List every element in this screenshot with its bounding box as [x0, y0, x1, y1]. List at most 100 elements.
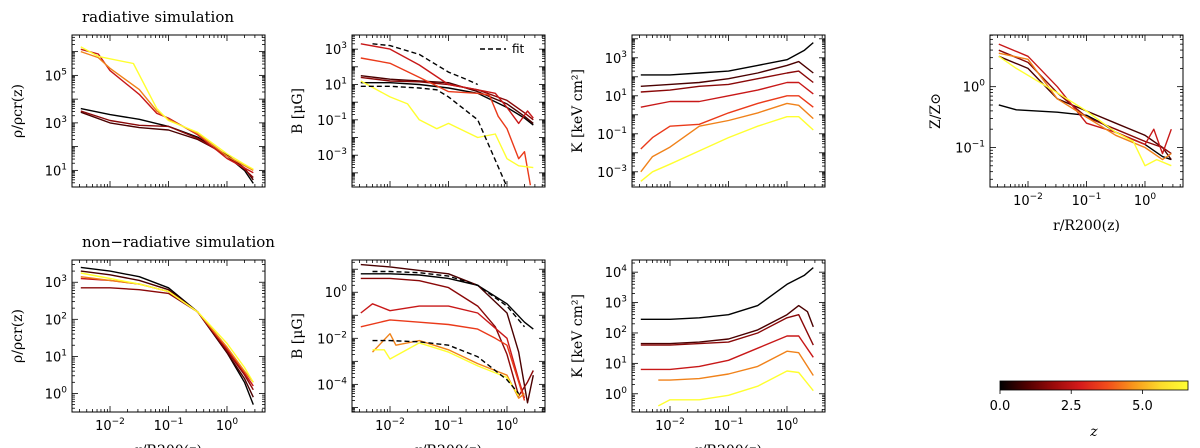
x-tick-label: 10−2 [1013, 192, 1043, 209]
series-group [360, 43, 534, 187]
series-line-1 [640, 60, 814, 87]
y-tick-label: 104 [605, 264, 628, 281]
fit-line-0 [372, 270, 526, 328]
series-line-4 [640, 95, 814, 150]
series-line-5 [998, 55, 1172, 167]
series-line-5 [80, 272, 254, 383]
y-tick-label: 103 [605, 50, 627, 67]
series-line-6 [640, 115, 814, 182]
series-line-0 [360, 81, 534, 126]
series-line-2 [998, 49, 1172, 155]
series-line-4 [80, 50, 254, 172]
fit-line-1 [360, 85, 508, 187]
y-axis-label: B [μG] [290, 88, 306, 134]
axes-frame [71, 259, 266, 413]
y-axis-label: B [μG] [290, 313, 306, 359]
x-tick-label: 100 [496, 417, 519, 434]
panel-nonrad-entropy: 10−2 10−1 100 100 101 102 103 104 K [keV cm²] r/R… [570, 259, 826, 448]
y-tick-label: 10−1 [597, 126, 627, 143]
series-line-3 [360, 303, 526, 399]
series-line-2 [640, 70, 814, 93]
colorbar-tick-label: 0.0 [990, 399, 1011, 414]
y-tick-label: 101 [605, 88, 627, 105]
panel-nonrad-bfield: 10−2 10−1 100 10−4 10−2 100 B [μG] r/R200(z) [290, 259, 546, 448]
x-tick-label: 10−1 [434, 417, 464, 434]
legend-fit-label: fit [512, 42, 525, 56]
y-tick-label: 102 [605, 325, 627, 342]
y-tick-label: 10−4 [317, 376, 347, 393]
y-tick-label: 100 [605, 386, 628, 403]
series-line-5 [80, 46, 254, 170]
y-axis-label: K [keV cm²] [570, 294, 586, 378]
series-line-1 [80, 270, 254, 398]
series-line-3 [640, 81, 814, 108]
colorbar-tick-label: 5.0 [1132, 399, 1153, 414]
fit-line-0 [372, 43, 478, 86]
y-tick-label: 101 [45, 348, 67, 365]
series-line-3 [640, 335, 814, 371]
series-line-3 [360, 43, 534, 125]
x-tick-label: 10−2 [655, 417, 685, 434]
series-line-2 [640, 314, 814, 346]
series-line-5 [657, 370, 814, 407]
y-tick-label: 100 [45, 385, 68, 402]
y-tick-label: 103 [45, 115, 67, 132]
panel-nonrad-density: 10−2 10−1 100 100 101 102 103 ρ/ρcr(z) r/R200(z) [10, 259, 266, 448]
y-axis-label: ρ/ρcr(z) [10, 309, 26, 363]
y-tick-label: 10−3 [317, 147, 347, 164]
y-axis-label: K [keV cm²] [570, 69, 586, 153]
y-tick-label: 101 [325, 76, 347, 93]
series-line-0 [640, 267, 814, 320]
y-tick-label: 10−1 [317, 112, 347, 129]
x-tick-label: 10−1 [154, 417, 184, 434]
panel-rad-bfield: 10−3 10−1 101 103 B [μG] fit [290, 34, 546, 188]
y-tick-label: 100 [963, 79, 986, 96]
series-line-4 [360, 57, 532, 186]
series-line-0 [80, 266, 254, 405]
series-group [360, 263, 534, 404]
y-tick-label: 100 [325, 284, 348, 301]
series-line-5 [360, 80, 534, 169]
colorbar-gradient [999, 380, 1189, 391]
x-tick-label: 10−1 [714, 417, 744, 434]
x-tick-label: 100 [1134, 192, 1157, 209]
x-tick-label: 10−1 [1072, 192, 1102, 209]
y-tick-label: 105 [45, 67, 67, 84]
series-group [640, 267, 814, 407]
series-line-0 [360, 273, 534, 330]
series-line-1 [640, 304, 814, 345]
panel-rad-entropy: 10−3 10−1 101 103 K [keV cm²] [570, 34, 826, 188]
x-tick-label: 10−2 [95, 417, 125, 434]
x-tick-label: 100 [216, 417, 239, 434]
panel-rad-density: 101 103 105 ρ/ρcr(z) [10, 34, 266, 188]
x-axis-label: r/R200(z) [415, 443, 482, 448]
y-tick-label: 103 [605, 295, 627, 312]
series-group [80, 266, 254, 405]
y-tick-label: 10−3 [597, 164, 627, 181]
series-line-4 [658, 350, 814, 381]
axes-frame [631, 34, 826, 188]
x-axis-label: r/R200(z) [1053, 218, 1120, 234]
section-label-radiative: radiative simulation [82, 8, 234, 26]
series-line-1 [80, 111, 254, 181]
y-tick-label: 102 [45, 311, 67, 328]
series-line-6 [372, 342, 520, 397]
series-line-2 [360, 277, 534, 397]
x-axis-label: r/R200(z) [695, 443, 762, 448]
series-line-0 [998, 104, 1172, 161]
series-line-3 [80, 277, 254, 387]
y-tick-label: 101 [605, 355, 627, 372]
y-tick-label: 103 [325, 41, 347, 58]
y-tick-label: 101 [45, 162, 67, 179]
x-axis-label: r/R200(z) [135, 443, 202, 448]
y-tick-label: 103 [45, 274, 67, 291]
axes-frame [351, 259, 546, 413]
colorbar: 0.0 2.5 5.0 z [990, 380, 1189, 440]
colorbar-tick-label: 2.5 [1061, 399, 1082, 414]
series-line-5 [640, 102, 814, 173]
y-axis-label: ρ/ρcr(z) [10, 84, 26, 138]
series-line-2 [80, 287, 254, 391]
series-line-0 [640, 42, 814, 76]
x-tick-label: 10−2 [375, 417, 405, 434]
